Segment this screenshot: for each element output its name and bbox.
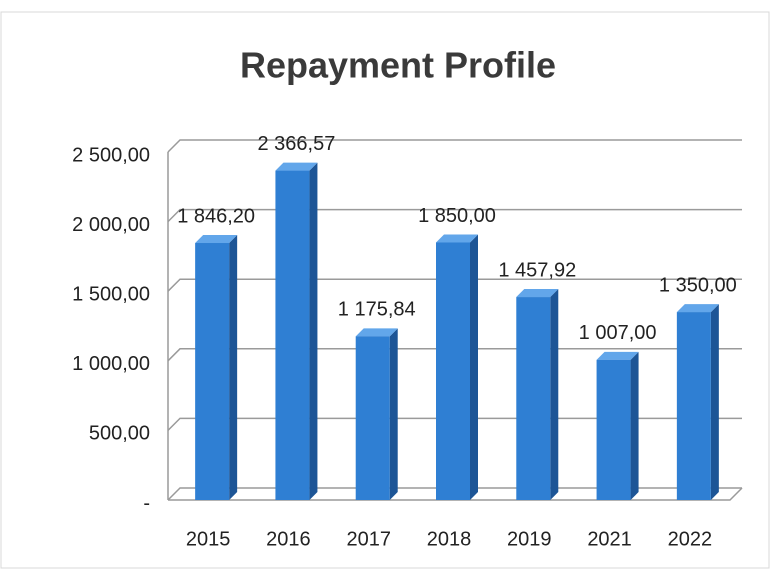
value-label: 1 007,00 <box>579 322 657 344</box>
x-tick-label: 2019 <box>507 528 552 550</box>
value-label: 1 457,92 <box>498 259 576 281</box>
x-tick-label: 2017 <box>346 528 391 550</box>
bar-top <box>275 162 318 171</box>
value-label: 1 175,84 <box>338 299 416 321</box>
bar-top <box>516 289 559 298</box>
y-tick-label: 1 000,00 <box>72 353 150 375</box>
chart-title: Repayment Profile <box>240 45 556 86</box>
bar-top <box>355 328 398 337</box>
bar-front <box>516 297 551 500</box>
bar <box>355 328 398 500</box>
x-tick-label: 2018 <box>427 528 472 550</box>
x-tick-label: 2021 <box>587 528 632 550</box>
grid-line <box>167 278 742 292</box>
bar <box>195 235 238 500</box>
bar-side <box>309 162 318 500</box>
bar <box>516 289 559 500</box>
grid-line <box>167 139 742 153</box>
y-tick-label: - <box>143 492 150 514</box>
grid-line <box>167 208 742 223</box>
bar-side <box>389 328 398 500</box>
bar-front <box>676 312 711 500</box>
value-label: 1 350,00 <box>659 274 737 296</box>
bar-top <box>195 235 238 244</box>
bar-side <box>470 234 478 501</box>
bar-side <box>229 235 238 500</box>
y-tick-label: 2 000,00 <box>72 214 150 236</box>
bar-front <box>275 170 310 500</box>
bar-front <box>436 242 470 501</box>
bar-side <box>630 351 639 500</box>
x-tick-label: 2022 <box>668 528 713 550</box>
bar-side <box>550 289 559 500</box>
bar-top <box>596 351 639 360</box>
y-tick-label: 2 500,00 <box>72 144 150 166</box>
value-label: 2 366,57 <box>257 133 335 155</box>
y-tick-label: 1 500,00 <box>72 283 150 305</box>
bar-top <box>676 304 719 313</box>
y-tick-label: 500,00 <box>89 423 150 445</box>
bar-front <box>596 359 631 500</box>
bar-top <box>436 234 478 243</box>
value-label: 1 846,20 <box>177 205 255 227</box>
bar <box>275 162 318 500</box>
value-label: 1 850,00 <box>418 205 496 227</box>
bar <box>436 234 478 501</box>
bar <box>596 351 639 500</box>
floor <box>168 487 743 501</box>
bar-side <box>710 304 719 500</box>
x-tick-label: 2016 <box>266 528 311 550</box>
bar-front <box>355 336 390 500</box>
bar <box>676 304 719 500</box>
x-tick-label: 2015 <box>186 528 231 550</box>
bar-front <box>195 243 230 500</box>
